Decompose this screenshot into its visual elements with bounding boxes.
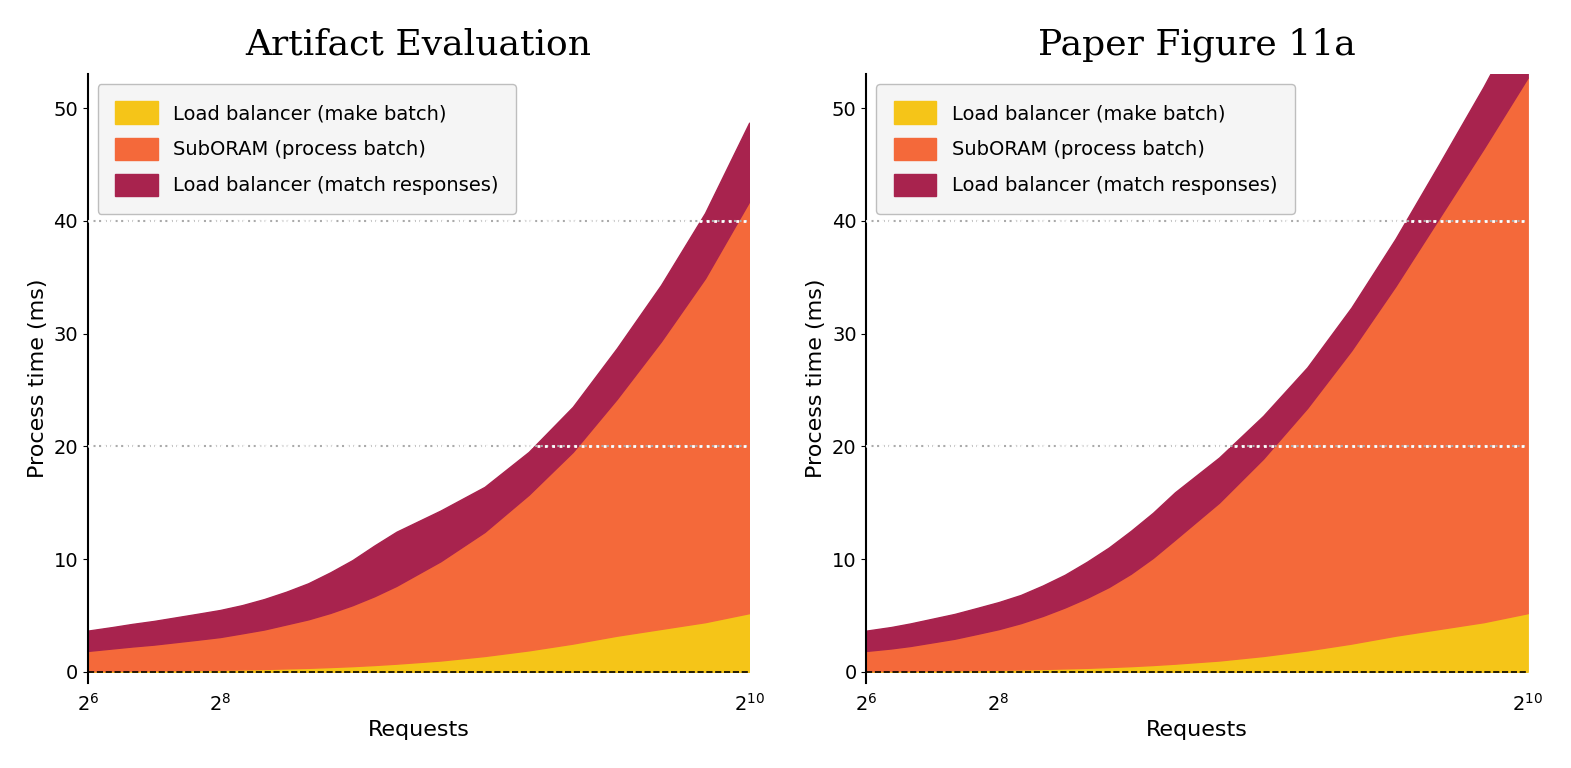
Legend: Load balancer (make batch), SubORAM (process batch), Load balancer (match respon: Load balancer (make batch), SubORAM (pro… bbox=[877, 84, 1295, 214]
Y-axis label: Process time (ms): Process time (ms) bbox=[28, 279, 47, 478]
Legend: Load balancer (make batch), SubORAM (process batch), Load balancer (match respon: Load balancer (make batch), SubORAM (pro… bbox=[97, 84, 517, 214]
Title: Paper Figure 11a: Paper Figure 11a bbox=[1038, 28, 1356, 62]
X-axis label: Requests: Requests bbox=[368, 720, 470, 740]
X-axis label: Requests: Requests bbox=[1147, 720, 1247, 740]
Title: Artifact Evaluation: Artifact Evaluation bbox=[245, 28, 591, 61]
Y-axis label: Process time (ms): Process time (ms) bbox=[806, 279, 826, 478]
